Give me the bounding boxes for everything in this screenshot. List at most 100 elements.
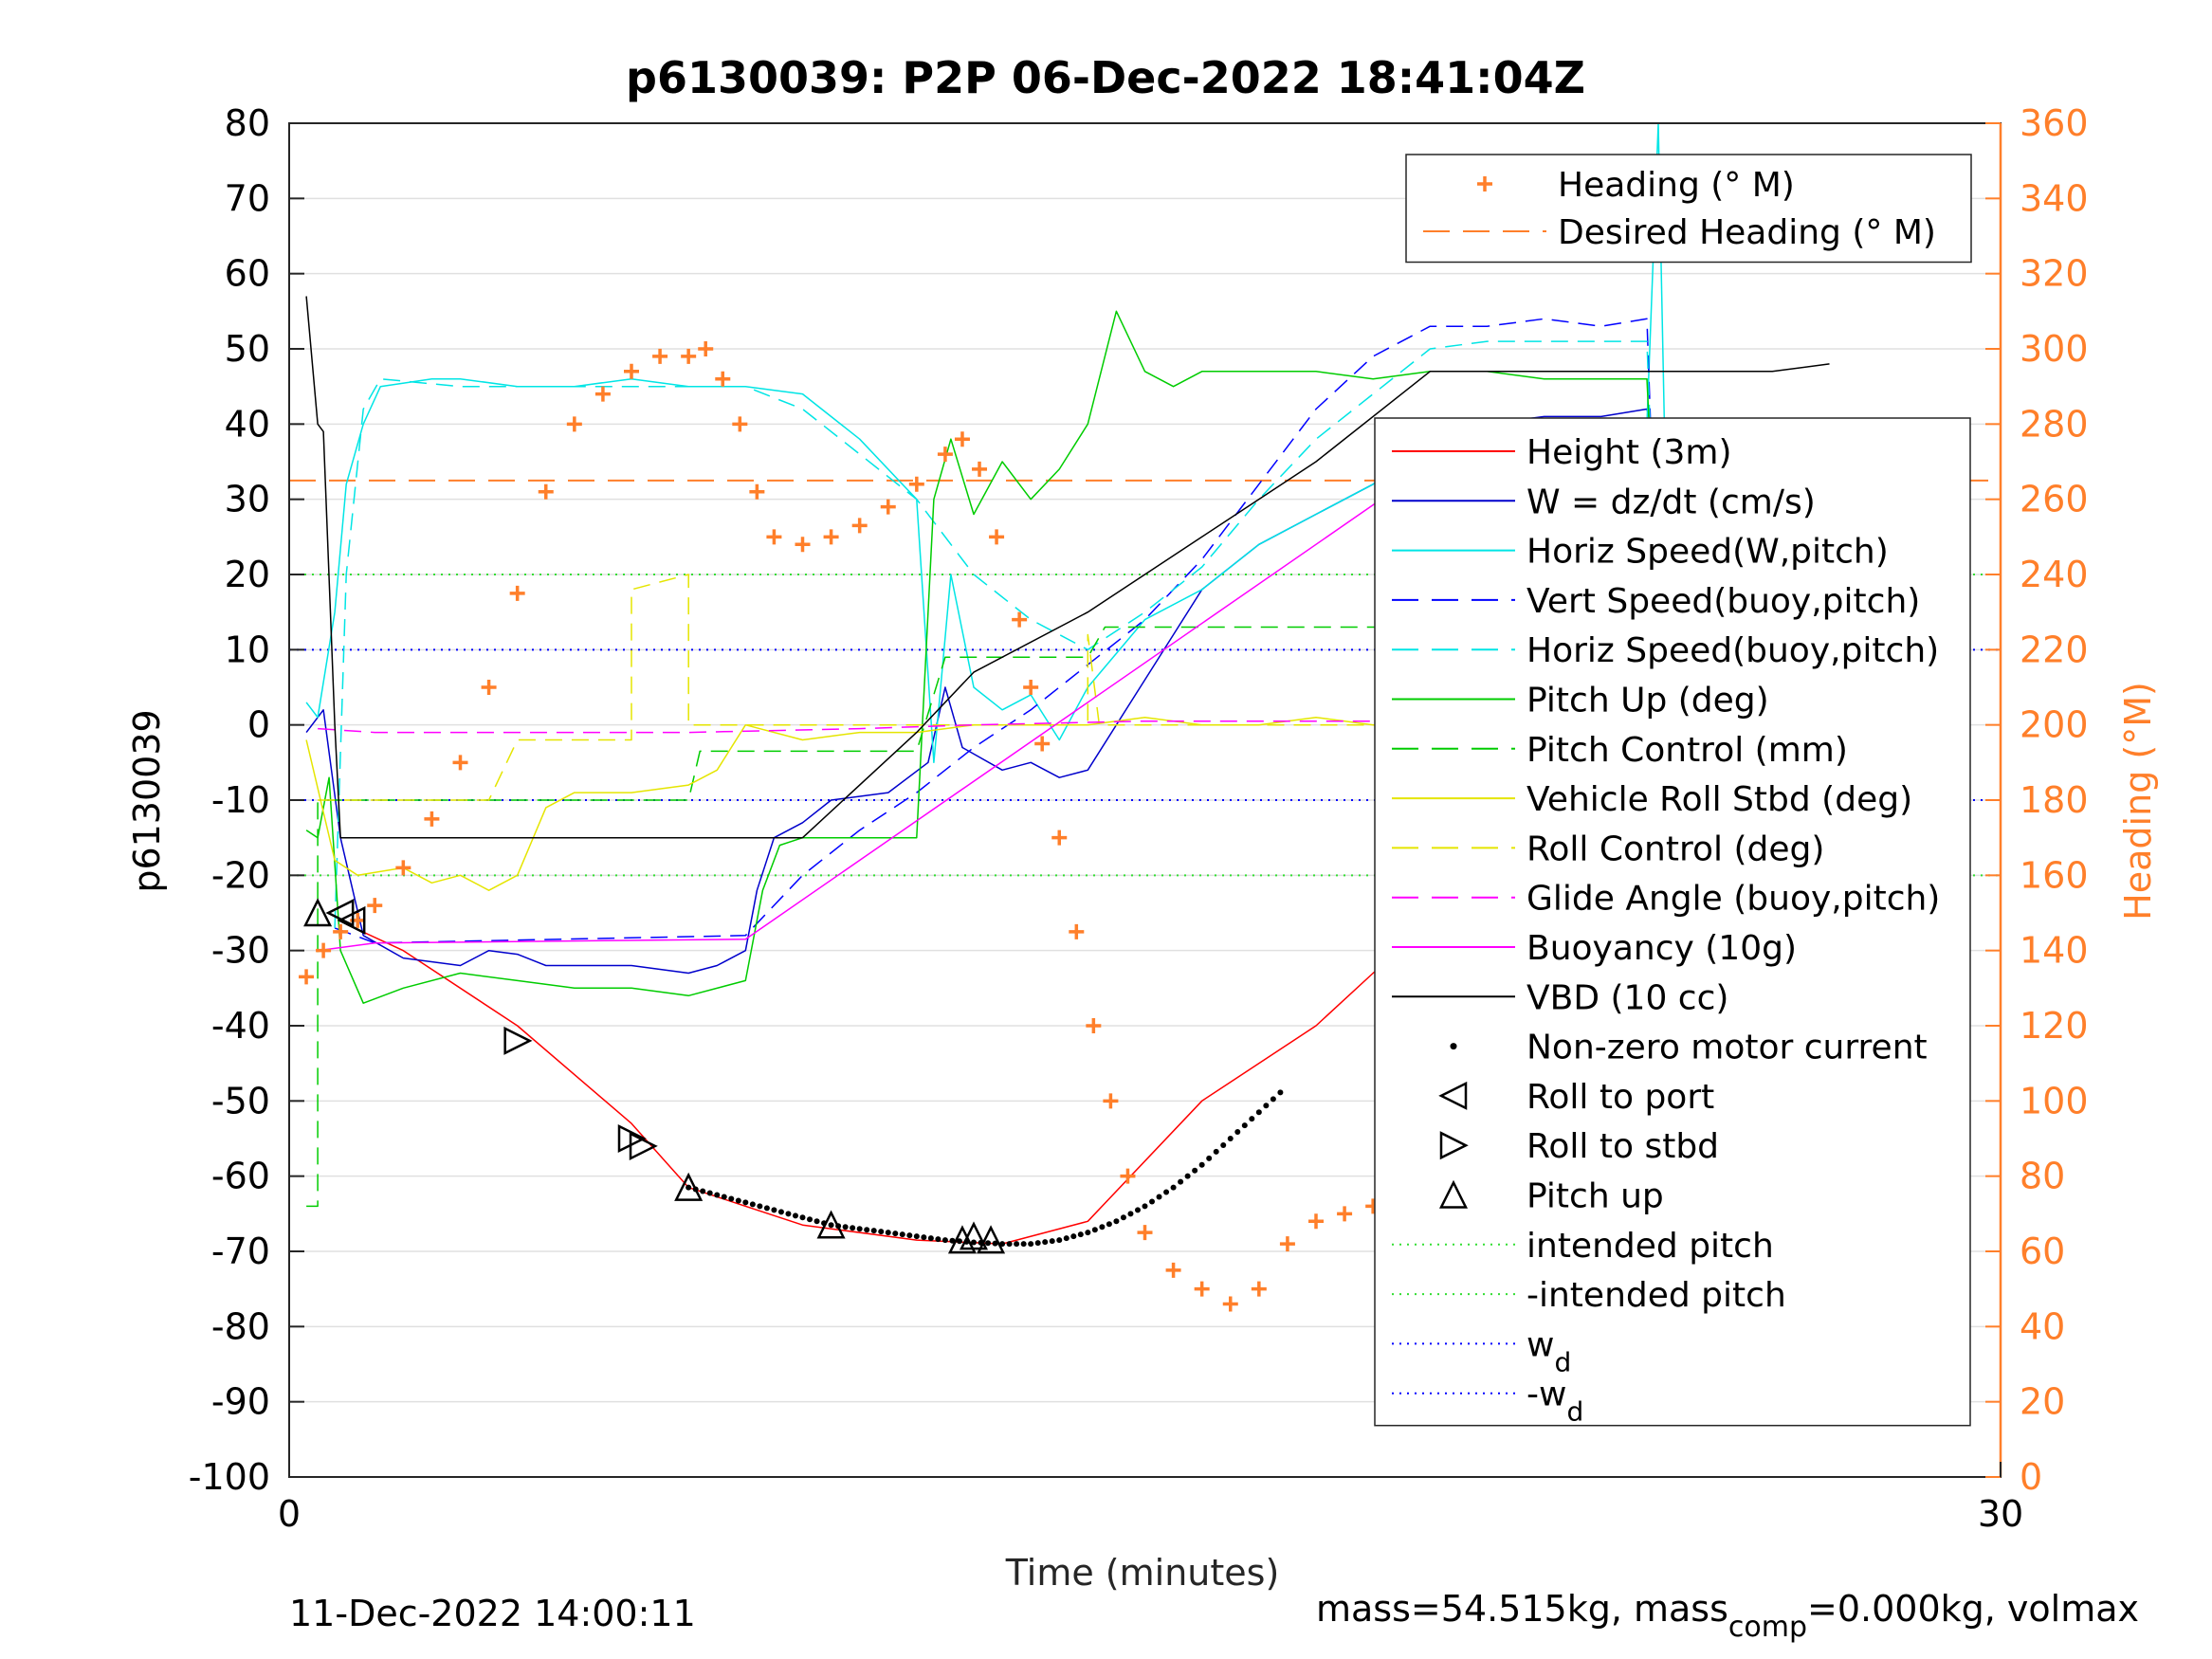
y2-tick-label: 360 [2020, 102, 2089, 144]
motor-current-point [927, 1235, 934, 1242]
heading-point [1137, 1225, 1153, 1241]
motor-current-point [1085, 1230, 1091, 1236]
y-tick-label: 10 [225, 629, 270, 670]
heading-point [367, 898, 383, 914]
motor-current-point [1063, 1235, 1069, 1242]
motor-current-point [921, 1234, 927, 1241]
heading-point [652, 348, 668, 364]
heading-point [624, 363, 639, 379]
motor-current-point [1070, 1233, 1077, 1240]
y-tick-label: 30 [225, 479, 270, 520]
y2-tick-label: 180 [2020, 779, 2089, 821]
legend-label: intended pitch [1526, 1227, 1774, 1266]
motor-current-point [785, 1211, 792, 1217]
heading-point [681, 348, 697, 364]
pitch-up-marker [303, 898, 333, 927]
motor-current-point [1277, 1089, 1284, 1096]
motor-current-point [992, 1240, 998, 1247]
series-w-dz-dt-cm-s [305, 408, 1830, 975]
legend-label: Vehicle Roll Stbd (deg) [1526, 780, 1912, 819]
motor-current-point [1077, 1231, 1084, 1238]
legend-label-text: intended pitch [1526, 1227, 1774, 1266]
motor-current-point [878, 1229, 885, 1235]
legend-label: VBD (10 cc) [1526, 978, 1728, 1017]
legend-label: -intended pitch [1526, 1276, 1786, 1315]
motor-current-point [1149, 1198, 1156, 1205]
y-tick-label: 70 [225, 177, 270, 219]
motor-current-point [935, 1236, 941, 1243]
y-tick-label: -70 [211, 1231, 270, 1272]
motor-current-point [771, 1207, 777, 1213]
motor-current-point [1020, 1241, 1027, 1248]
series-pitch-up-deg [305, 310, 1830, 1004]
legend-label: wd [1526, 1325, 1571, 1377]
legend-label: Pitch Control (mm) [1526, 731, 1848, 770]
motor-current-point [1091, 1227, 1098, 1233]
heading-point [1034, 736, 1051, 752]
heading-point [1194, 1281, 1210, 1297]
motor-current-point [1142, 1203, 1148, 1210]
y2-tick-label: 260 [2020, 479, 2089, 520]
motor-current-point [892, 1231, 899, 1237]
motor-current-point [706, 1190, 713, 1196]
motor-current-point [864, 1227, 870, 1233]
y-tick-label: 60 [225, 253, 270, 295]
motor-current-point [941, 1237, 948, 1244]
pitch-up-marker [977, 1225, 1006, 1254]
legend-label: Horiz Speed(W,pitch) [1526, 533, 1889, 572]
legend-label: Heading (° M) [1558, 166, 1795, 205]
motor-current-point [985, 1240, 992, 1247]
heading-point [908, 476, 924, 492]
legend-swatch [1477, 176, 1492, 191]
y-tick-label: -40 [211, 1005, 270, 1047]
motor-current-point [842, 1224, 849, 1231]
heading-point [732, 416, 748, 432]
motor-current-point [1206, 1155, 1213, 1161]
heading-point [823, 529, 839, 545]
legend-label-text: Heading (° M) [1558, 166, 1795, 205]
motor-current-point [1014, 1241, 1020, 1248]
heading-point [1337, 1206, 1353, 1222]
motor-current-point [735, 1197, 741, 1204]
y2-tick-label: 240 [2020, 554, 2089, 595]
motor-current-point [814, 1218, 820, 1225]
motor-current-point [1034, 1240, 1041, 1247]
heading-point [880, 499, 896, 515]
y2-tick-label: 0 [2020, 1456, 2042, 1498]
motor-current-point [956, 1238, 962, 1245]
motor-current-point [1220, 1141, 1227, 1148]
legend-swatch [1438, 1081, 1468, 1110]
motor-current-point [714, 1192, 721, 1198]
motor-current-point [807, 1216, 814, 1223]
motor-current-point [1170, 1184, 1177, 1191]
legend-label-text: -w [1526, 1376, 1566, 1414]
y2-tick-label: 80 [2020, 1156, 2065, 1197]
series-glide-angle-buoy-pitch [318, 720, 1659, 734]
motor-current-point [1156, 1194, 1162, 1200]
legend-label: Vert Speed(buoy,pitch) [1526, 582, 1920, 621]
series-horiz-speed-buoy-pitch [334, 340, 1659, 928]
legend-label-text: Vert Speed(buoy,pitch) [1526, 582, 1920, 621]
legend-label: Roll to port [1526, 1078, 1714, 1117]
motor-current-point [1099, 1224, 1106, 1231]
legend-label-text: Non-zero motor current [1526, 1029, 1928, 1067]
motor-current-point [1241, 1122, 1248, 1129]
y2-tick-label: 120 [2020, 1005, 2089, 1047]
heading-point [1103, 1093, 1119, 1109]
legend-label-text: Horiz Speed(buoy,pitch) [1526, 631, 1939, 670]
heading-point [424, 811, 440, 827]
legend-label: Non-zero motor current [1526, 1029, 1928, 1067]
motor-current-point [728, 1195, 735, 1202]
heading-point [1222, 1296, 1238, 1312]
heading-point [715, 371, 731, 387]
motor-current-point [885, 1230, 891, 1236]
motor-current-point [1049, 1238, 1055, 1245]
chart-title: p6130039: P2P 06-Dec-2022 18:41:04Z [626, 52, 1585, 103]
legend-label-text: Roll to stbd [1526, 1127, 1719, 1166]
heading-point [316, 942, 332, 958]
legend-label: Height (3m) [1526, 433, 1732, 472]
legend-main: Height (3m) W = dz/dt (cm/s) Horiz Speed(W… [1374, 417, 1971, 1428]
y2-tick-label: 280 [2020, 403, 2089, 445]
y-tick-label: -60 [211, 1156, 270, 1197]
legend-label-text: W = dz/dt (cm/s) [1526, 483, 1816, 521]
